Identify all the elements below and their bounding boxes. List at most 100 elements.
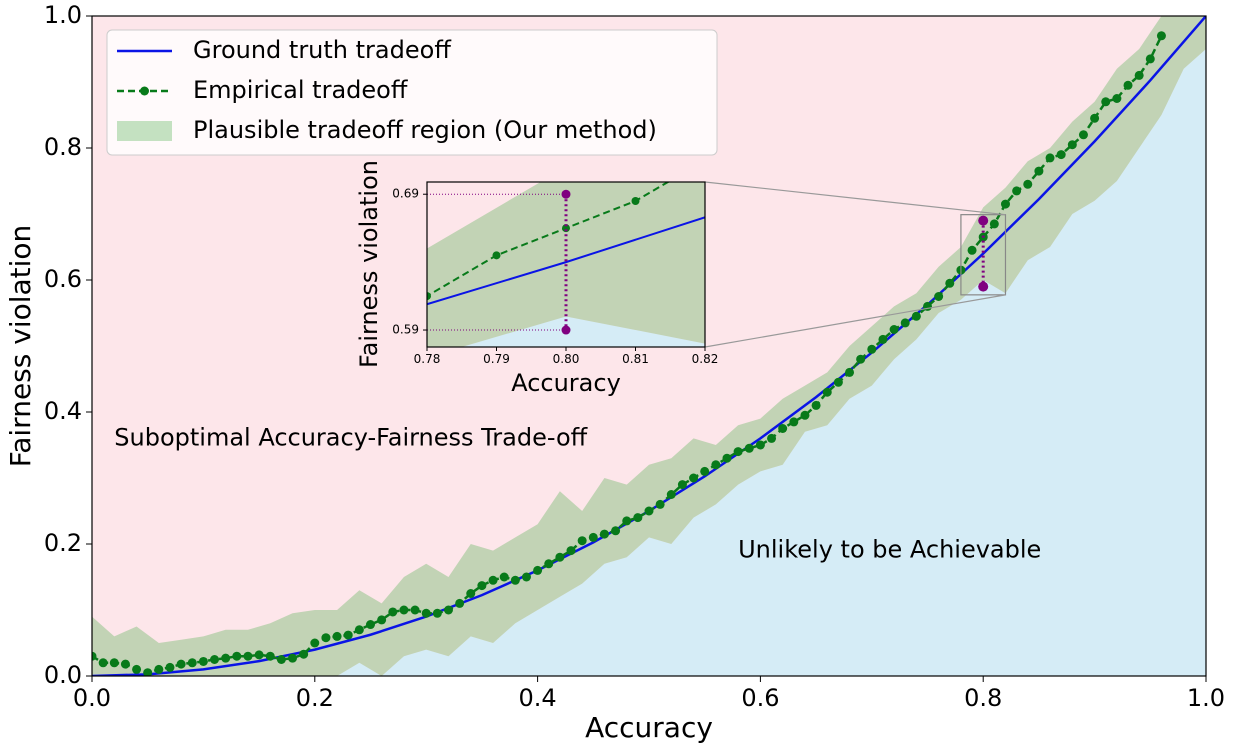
empirical-point — [1112, 94, 1122, 103]
empirical-point — [755, 440, 765, 450]
empirical-point — [889, 325, 899, 334]
empirical-point — [288, 653, 298, 663]
empirical-point — [711, 460, 721, 470]
legend: Ground truth tradeoff Empirical tradeoff P… — [106, 29, 718, 156]
y-tick-label: 0.0 — [44, 661, 82, 689]
highlight-point — [978, 215, 989, 226]
highlight-point — [978, 281, 989, 292]
empirical-point — [599, 529, 609, 539]
empirical-point — [689, 473, 699, 483]
empirical-point — [343, 630, 353, 640]
inset-x-label: Accuracy — [511, 369, 621, 397]
y-tick-label: 0.6 — [44, 265, 82, 293]
empirical-point — [1067, 140, 1077, 150]
empirical-point — [1134, 70, 1144, 80]
y-tick-label: 0.8 — [44, 133, 82, 161]
empirical-point — [443, 605, 453, 615]
empirical-point — [588, 532, 598, 542]
empirical-point — [221, 653, 231, 663]
empirical-point — [1145, 54, 1155, 64]
empirical-point — [377, 615, 387, 625]
y-tick-label: 0.2 — [44, 529, 82, 557]
empirical-point — [744, 443, 754, 453]
empirical-point — [811, 400, 821, 410]
annotation: Unlikely to be Achievable — [738, 536, 1041, 564]
empirical-point — [878, 334, 888, 344]
empirical-point — [789, 417, 799, 427]
empirical-point — [187, 658, 197, 668]
empirical-point — [455, 598, 465, 608]
empirical-point — [92, 651, 97, 661]
empirical-point — [555, 552, 565, 562]
empirical-point — [492, 251, 501, 260]
empirical-point — [332, 631, 342, 641]
empirical-point — [1156, 31, 1166, 41]
empirical-point — [1000, 199, 1010, 209]
empirical-point — [165, 662, 175, 672]
empirical-point — [399, 605, 409, 615]
x-tick-label: 0.82 — [692, 352, 719, 366]
empirical-point — [989, 219, 999, 229]
empirical-point — [611, 526, 621, 536]
empirical-point — [432, 608, 442, 618]
empirical-point — [1034, 166, 1044, 176]
empirical-point — [566, 546, 576, 556]
empirical-point — [276, 655, 286, 664]
empirical-point — [109, 658, 119, 668]
empirical-point — [421, 608, 431, 618]
empirical-point — [243, 651, 253, 661]
legend-label: Plausible tradeoff region (Our method) — [193, 116, 657, 144]
annotation: Suboptimal Accuracy-Fairness Trade-off — [114, 423, 587, 451]
legend-marker — [140, 86, 149, 96]
empirical-point — [845, 367, 855, 377]
x-tick-label: 0.0 — [73, 684, 111, 712]
empirical-point — [577, 536, 587, 546]
y-tick-label: 0.4 — [44, 397, 82, 425]
empirical-point — [856, 354, 866, 364]
empirical-point — [934, 292, 944, 301]
y-tick-label: 0.59 — [392, 323, 419, 337]
empirical-point — [98, 658, 108, 668]
empirical-point — [254, 650, 264, 660]
empirical-point — [488, 575, 498, 585]
empirical-point — [767, 433, 777, 443]
empirical-point — [265, 651, 275, 661]
empirical-point — [232, 651, 242, 661]
legend-swatch — [117, 121, 172, 141]
empirical-point — [633, 513, 643, 523]
empirical-point — [677, 480, 687, 490]
empirical-point — [544, 559, 554, 569]
empirical-point — [143, 668, 153, 676]
empirical-point — [644, 506, 654, 516]
empirical-point — [533, 565, 543, 575]
legend-label: Ground truth tradeoff — [193, 36, 451, 64]
empirical-point — [945, 278, 955, 288]
zoom-box — [960, 214, 1007, 296]
empirical-point — [310, 638, 320, 648]
inset-y-label: Fairness violation — [355, 160, 383, 368]
empirical-point — [354, 625, 364, 635]
empirical-point — [867, 344, 877, 354]
empirical-point — [132, 664, 142, 674]
x-tick-label: 0.6 — [741, 684, 779, 712]
empirical-point — [1012, 186, 1022, 196]
empirical-point — [700, 466, 710, 476]
empirical-point — [1056, 150, 1066, 160]
y-tick-label: 0.69 — [392, 187, 419, 201]
empirical-point — [510, 575, 520, 585]
zoom-connector — [704, 294, 1006, 348]
empirical-point — [210, 655, 220, 664]
empirical-point — [722, 453, 732, 463]
x-tick-label: 0.80 — [553, 352, 580, 366]
empirical-point — [521, 572, 531, 582]
empirical-point — [967, 245, 977, 255]
zoom-connector — [704, 181, 1006, 216]
empirical-point — [923, 301, 932, 311]
empirical-point — [800, 410, 810, 420]
empirical-point — [1023, 179, 1033, 189]
x-tick-label: 0.78 — [414, 352, 441, 366]
empirical-point — [154, 664, 164, 674]
